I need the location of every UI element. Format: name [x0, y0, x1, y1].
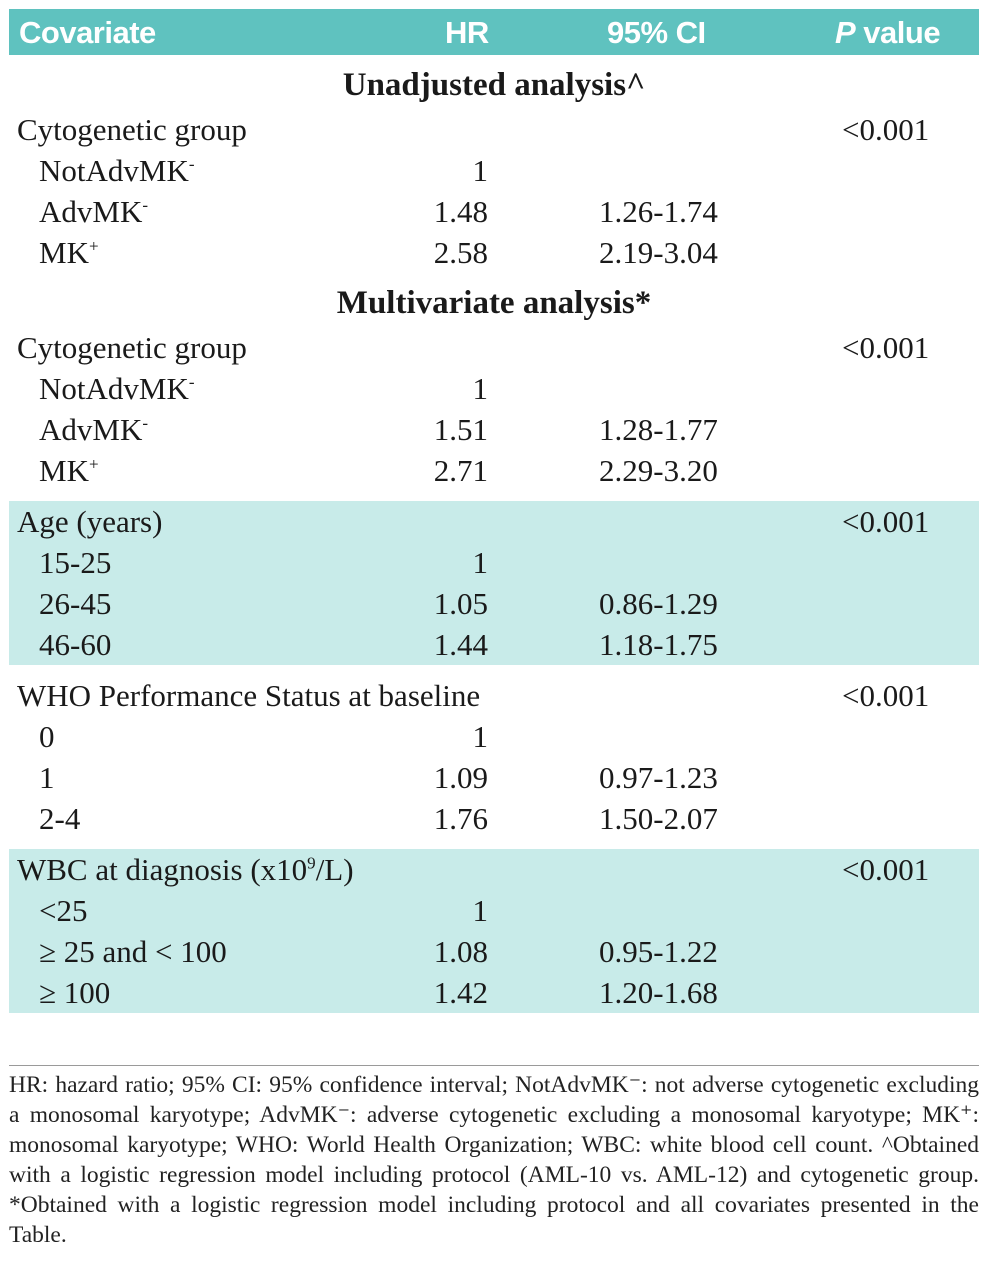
row-hr: 1 — [472, 153, 489, 188]
table-footnote: HR: hazard ratio; 95% CI: 95% confidence… — [9, 1072, 979, 1248]
header-p-value: P value — [835, 15, 941, 50]
group-label: Cytogenetic group — [17, 330, 247, 365]
row-label: NotAdvMK- — [39, 371, 195, 406]
header-covariate: Covariate — [19, 15, 156, 50]
row-hr: 1 — [472, 719, 489, 754]
row-hr: 2.71 — [433, 453, 488, 488]
table-row: NotAdvMK- 1 — [9, 368, 979, 409]
table-row: 46-60 1.44 1.18-1.75 — [9, 624, 979, 665]
row-ci: 1.18-1.75 — [599, 627, 718, 662]
row-hr: 1.76 — [433, 801, 488, 836]
section-title-multivariate: Multivariate analysis* — [336, 285, 652, 321]
group-p-value: <0.001 — [842, 330, 930, 365]
group-label: WHO Performance Status at baseline — [17, 678, 481, 713]
hazard-ratio-table: Covariate HR 95% CI P value Unadjusted a… — [9, 9, 979, 1013]
row-ci: 0.95-1.22 — [599, 934, 718, 969]
table-row: 15-25 1 — [9, 542, 979, 583]
block-multivariate-cyto: Cytogenetic group <0.001 NotAdvMK- 1 Adv… — [9, 327, 979, 491]
row-label: ≥ 100 — [39, 975, 111, 1010]
row-hr: 1 — [472, 371, 489, 406]
table-bottom-rule — [9, 1065, 979, 1066]
group-p-value: <0.001 — [842, 504, 930, 539]
row-label: <25 — [39, 893, 88, 928]
table-row: ≥ 25 and < 100 1.08 0.95-1.22 — [9, 931, 979, 972]
row-ci: 1.26-1.74 — [599, 194, 718, 229]
group-row: WBC at diagnosis (x109/L) <0.001 — [9, 849, 979, 890]
group-row: Cytogenetic group <0.001 — [9, 109, 979, 150]
row-ci: 0.97-1.23 — [599, 760, 718, 795]
group-p-value: <0.001 — [842, 112, 930, 147]
group-p-value: <0.001 — [842, 678, 930, 713]
row-hr: 1.08 — [433, 934, 488, 969]
row-ci: 0.86-1.29 — [599, 586, 718, 621]
row-label: MK+ — [39, 235, 99, 270]
row-label: 26-45 — [39, 586, 112, 621]
row-label: 15-25 — [39, 545, 112, 580]
row-hr: 1.42 — [433, 975, 488, 1010]
header-hr: HR — [445, 15, 489, 50]
row-label: MK+ — [39, 453, 99, 488]
table-row: AdvMK- 1.51 1.28-1.77 — [9, 409, 979, 450]
section-title-unadjusted: Unadjusted analysis^ — [342, 67, 646, 103]
row-label: ≥ 25 and < 100 — [39, 934, 227, 969]
table-header: Covariate HR 95% CI P value — [9, 9, 979, 55]
row-label: 46-60 — [39, 627, 112, 662]
table-row: 2-4 1.76 1.50-2.07 — [9, 798, 979, 839]
block-unadjusted-cyto: Cytogenetic group <0.001 NotAdvMK- 1 Adv… — [9, 109, 979, 273]
table-row: <25 1 — [9, 890, 979, 931]
block-who: WHO Performance Status at baseline <0.00… — [9, 675, 979, 839]
row-label: 2-4 — [39, 801, 81, 836]
row-hr: 1.09 — [433, 760, 488, 795]
row-hr: 2.58 — [433, 235, 488, 270]
row-label: AdvMK- — [39, 194, 149, 229]
table-row: ≥ 100 1.42 1.20-1.68 — [9, 972, 979, 1013]
table-row: NotAdvMK- 1 — [9, 150, 979, 191]
row-ci: 2.29-3.20 — [599, 453, 718, 488]
group-row: Cytogenetic group <0.001 — [9, 327, 979, 368]
row-hr: 1.05 — [433, 586, 488, 621]
block-wbc: WBC at diagnosis (x109/L) <0.001 <25 1 ≥… — [9, 849, 979, 1013]
group-p-value: <0.001 — [842, 852, 930, 887]
row-ci: 2.19-3.04 — [599, 235, 718, 270]
group-label: Age (years) — [17, 504, 163, 539]
table-row: 0 1 — [9, 716, 979, 757]
row-hr: 1.48 — [433, 194, 488, 229]
group-row: WHO Performance Status at baseline <0.00… — [9, 675, 979, 716]
row-hr: 1.51 — [433, 412, 488, 447]
row-hr: 1 — [472, 545, 489, 580]
group-label: Cytogenetic group — [17, 112, 247, 147]
row-ci: 1.28-1.77 — [599, 412, 718, 447]
row-label: 0 — [39, 719, 55, 754]
group-row: Age (years) <0.001 — [9, 501, 979, 542]
row-label: 1 — [39, 760, 55, 795]
row-label: AdvMK- — [39, 412, 149, 447]
table-row: MK+ 2.58 2.19-3.04 — [9, 232, 979, 273]
row-ci: 1.50-2.07 — [599, 801, 718, 836]
row-hr: 1.44 — [433, 627, 488, 662]
table-row: 26-45 1.05 0.86-1.29 — [9, 583, 979, 624]
block-age: Age (years) <0.001 15-25 1 26-45 1.05 0.… — [9, 501, 979, 665]
table-row: AdvMK- 1.48 1.26-1.74 — [9, 191, 979, 232]
row-label: NotAdvMK- — [39, 153, 195, 188]
header-ci: 95% CI — [607, 15, 706, 50]
table-row: 1 1.09 0.97-1.23 — [9, 757, 979, 798]
row-hr: 1 — [472, 893, 489, 928]
table-row: MK+ 2.71 2.29-3.20 — [9, 450, 979, 491]
row-ci: 1.20-1.68 — [599, 975, 718, 1010]
group-label: WBC at diagnosis (x109/L) — [17, 852, 354, 887]
